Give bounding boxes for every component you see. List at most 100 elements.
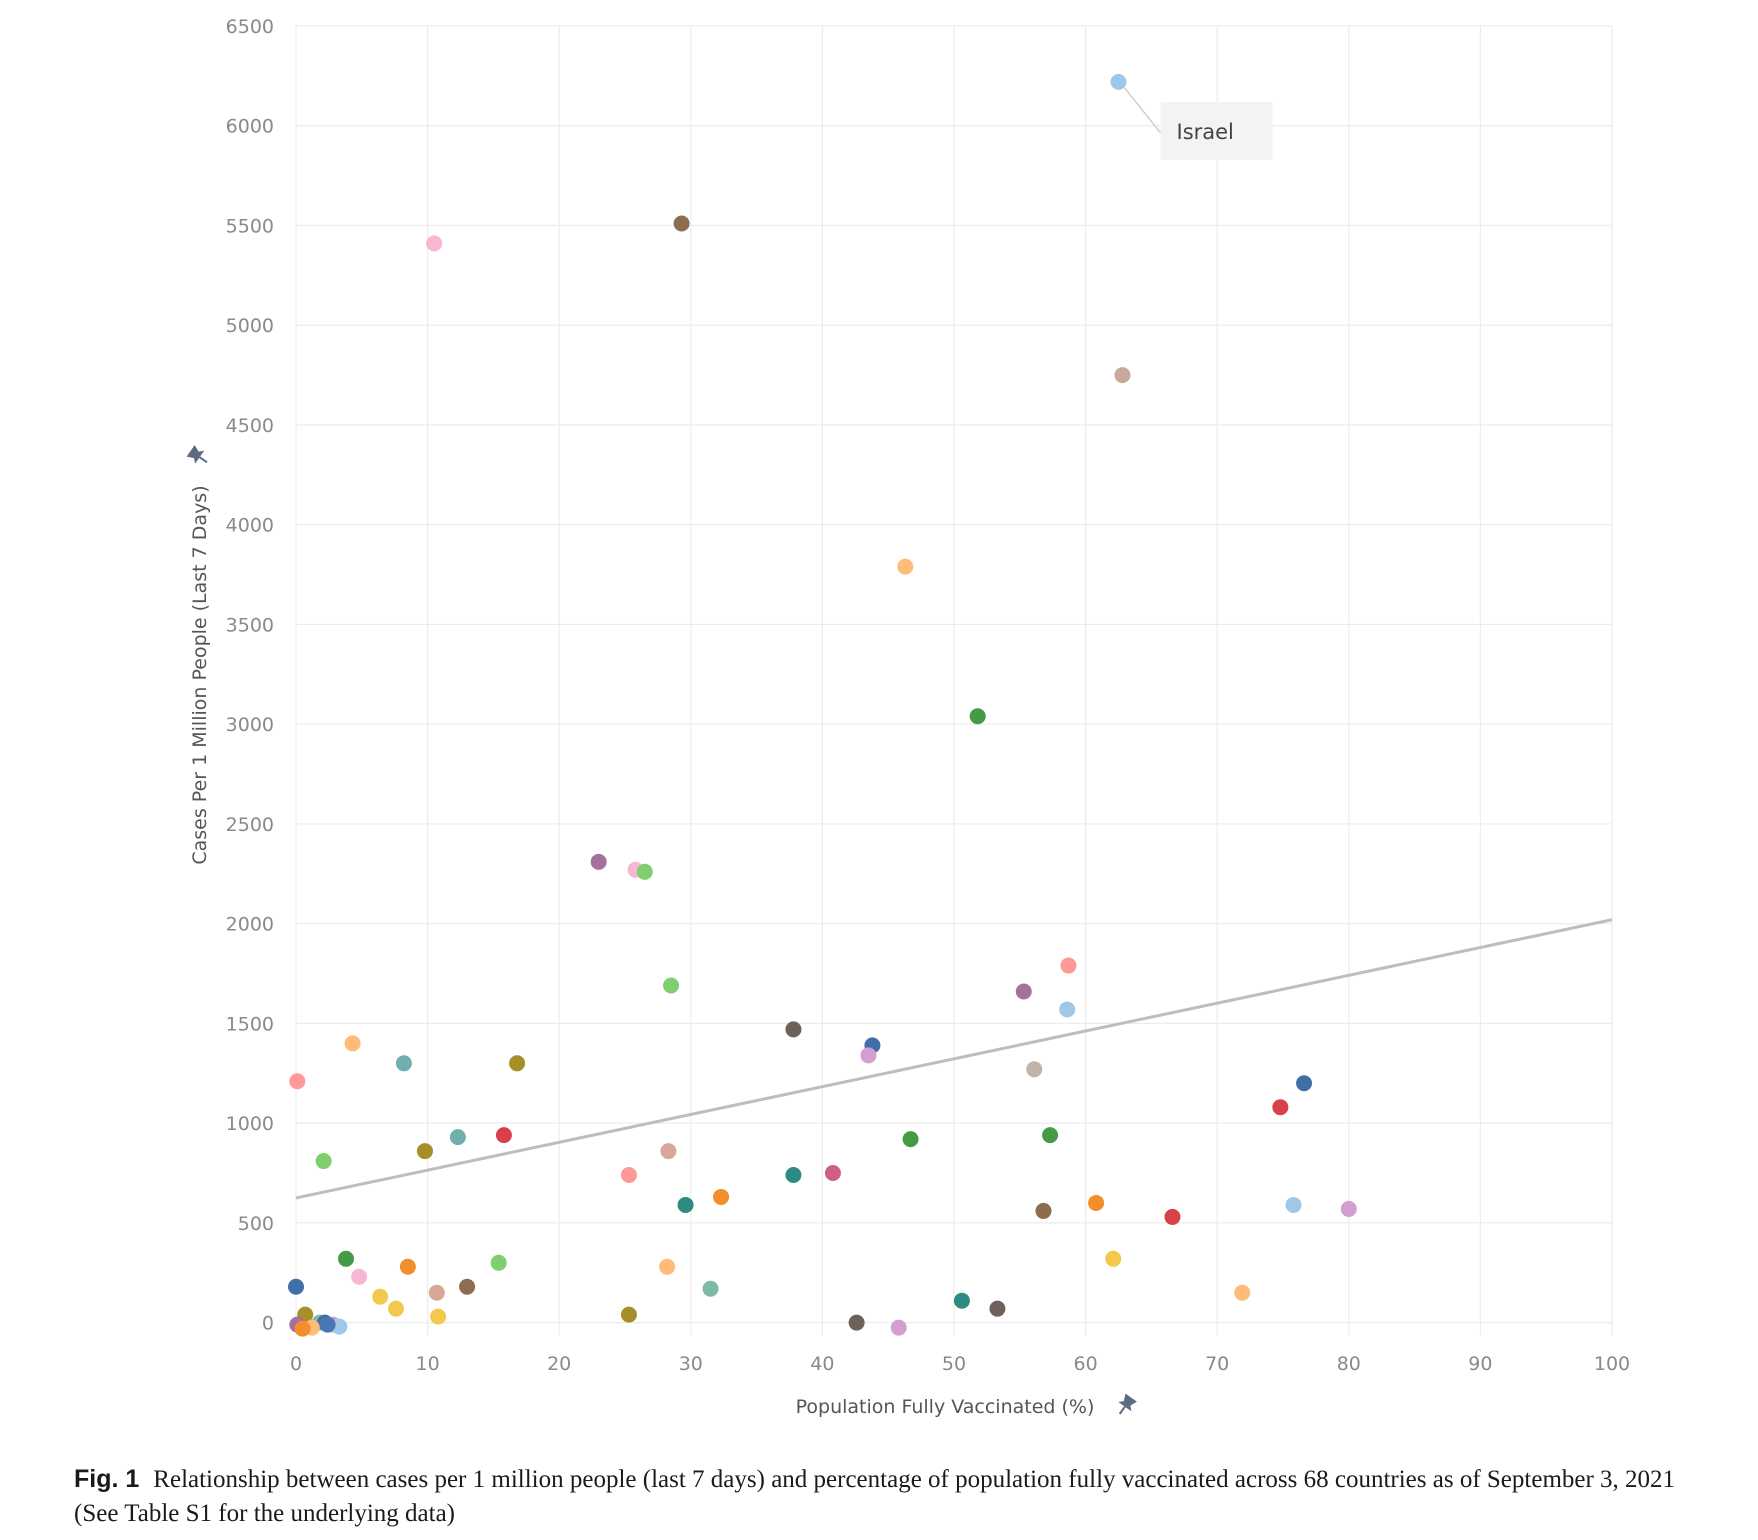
y-tick-label: 4500 <box>226 415 274 437</box>
data-point <box>395 1055 412 1072</box>
x-tick-label: 30 <box>679 1353 703 1375</box>
pin-icon <box>1118 1393 1137 1415</box>
data-point <box>673 215 690 232</box>
data-point <box>426 235 443 252</box>
data-point <box>416 1143 433 1160</box>
data-point <box>1164 1208 1181 1225</box>
x-tick-label: 40 <box>810 1353 834 1375</box>
data-point <box>1015 983 1032 1000</box>
data-point <box>663 977 680 994</box>
data-point <box>659 1258 676 1275</box>
x-tick-label: 10 <box>416 1353 440 1375</box>
grid <box>295 25 1613 1335</box>
figure-label: Fig. 1 <box>74 1465 140 1493</box>
data-point <box>319 1316 336 1333</box>
data-point <box>785 1167 802 1184</box>
caption-text: Relationship between cases per 1 million… <box>74 1466 1676 1527</box>
data-point <box>590 853 607 870</box>
data-point <box>428 1284 445 1301</box>
y-tick-label: 3000 <box>226 714 274 736</box>
data-point <box>620 1306 637 1323</box>
data-point <box>331 1318 348 1335</box>
data-point <box>351 1268 368 1285</box>
data-point <box>1042 1127 1059 1144</box>
x-axis-title: Population Fully Vaccinated (%) <box>796 1396 1095 1418</box>
data-point <box>1035 1202 1052 1219</box>
data-point <box>372 1288 389 1305</box>
data-point <box>785 1021 802 1038</box>
data-point <box>430 1308 447 1325</box>
y-tick-label: 5500 <box>226 215 274 237</box>
data-point <box>636 863 653 880</box>
data-point <box>1272 1099 1289 1116</box>
tick-labels: 0 10 20 30 40 50 60 70 80 90 100050010001500200025… <box>226 16 1630 1375</box>
x-tick-label: 90 <box>1468 1353 1492 1375</box>
x-tick-label: 50 <box>942 1353 966 1375</box>
data-point <box>294 1320 311 1337</box>
data-point <box>702 1280 719 1297</box>
data-point <box>1026 1061 1043 1078</box>
annotation-leader-line <box>1123 87 1166 139</box>
data-point <box>1340 1200 1357 1217</box>
data-point <box>289 1073 306 1090</box>
y-tick-label: 5000 <box>226 315 274 337</box>
annotation-label: Israel <box>1177 120 1234 144</box>
annotation-israel: Israel <box>1123 87 1273 160</box>
data-point <box>660 1143 677 1160</box>
data-point <box>459 1278 476 1295</box>
data-point <box>1110 73 1127 90</box>
pin-icon <box>186 445 208 464</box>
data-point <box>953 1292 970 1309</box>
y-axis-title: Cases Per 1 Million People (Last 7 Days) <box>189 485 211 864</box>
scatter-chart: 0 10 20 30 40 50 60 70 80 90 100050010001500200025… <box>186 16 1630 1418</box>
data-point <box>490 1254 507 1271</box>
data-point <box>713 1188 730 1205</box>
y-tick-label: 500 <box>238 1213 274 1235</box>
data-point <box>449 1129 466 1146</box>
trend-line <box>295 918 1613 1200</box>
y-tick-label: 0 <box>262 1313 274 1335</box>
x-tick-label: 60 <box>1074 1353 1098 1375</box>
data-point <box>902 1131 919 1148</box>
x-tick-label: 20 <box>547 1353 571 1375</box>
data-point <box>315 1153 332 1170</box>
y-tick-label: 1500 <box>226 1013 274 1035</box>
data-point <box>824 1165 841 1182</box>
data-point <box>1114 367 1131 384</box>
x-tick-label: 70 <box>1205 1353 1229 1375</box>
data-point <box>620 1167 637 1184</box>
data-point <box>509 1055 526 1072</box>
y-tick-label: 6000 <box>226 116 274 138</box>
y-tick-label: 4000 <box>226 515 274 537</box>
data-point <box>1234 1284 1251 1301</box>
data-point <box>989 1300 1006 1317</box>
x-tick-label: 80 <box>1337 1353 1361 1375</box>
data-point <box>897 558 914 575</box>
y-tick-label: 3500 <box>226 614 274 636</box>
data-point <box>969 708 986 725</box>
data-point <box>388 1300 405 1317</box>
y-tick-label: 2000 <box>226 914 274 936</box>
data-point <box>338 1250 355 1267</box>
data-point <box>1105 1250 1122 1267</box>
data-points <box>288 73 1357 1337</box>
data-point <box>860 1047 877 1064</box>
data-point <box>1296 1075 1313 1092</box>
data-point <box>1088 1194 1105 1211</box>
y-tick-label: 6500 <box>226 16 274 38</box>
data-point <box>495 1127 512 1144</box>
x-tick-label: 0 <box>290 1353 302 1375</box>
y-tick-label: 1000 <box>226 1113 274 1135</box>
data-point <box>848 1314 865 1331</box>
x-tick-label: 100 <box>1594 1353 1630 1375</box>
figure-caption: Fig. 1 Relationship between cases per 1 m… <box>74 1462 1724 1531</box>
data-point <box>1059 1001 1076 1018</box>
data-point <box>399 1258 416 1275</box>
data-point <box>677 1196 694 1213</box>
data-point <box>344 1035 361 1052</box>
data-point <box>1285 1196 1302 1213</box>
data-point <box>288 1278 304 1295</box>
data-point <box>890 1319 907 1336</box>
data-point <box>1060 957 1077 974</box>
y-tick-label: 2500 <box>226 814 274 836</box>
